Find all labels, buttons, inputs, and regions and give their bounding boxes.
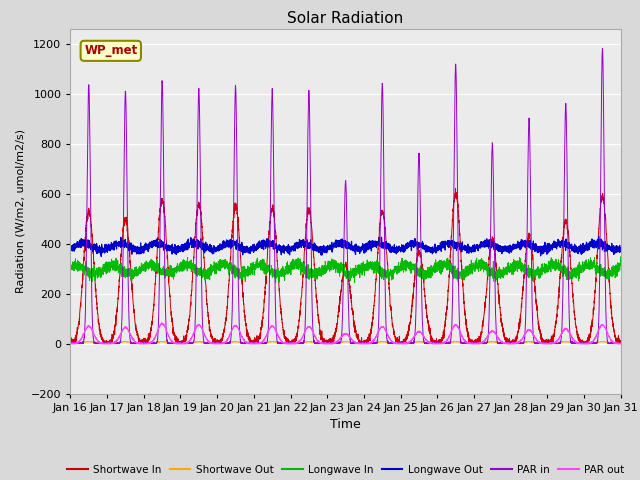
Title: Solar Radiation: Solar Radiation: [287, 11, 404, 26]
Legend: Shortwave In, Shortwave Out, Longwave In, Longwave Out, PAR in, PAR out: Shortwave In, Shortwave Out, Longwave In…: [63, 461, 628, 479]
X-axis label: Time: Time: [330, 418, 361, 431]
Text: WP_met: WP_met: [84, 44, 138, 57]
Y-axis label: Radiation (W/m2, umol/m2/s): Radiation (W/m2, umol/m2/s): [15, 129, 26, 293]
